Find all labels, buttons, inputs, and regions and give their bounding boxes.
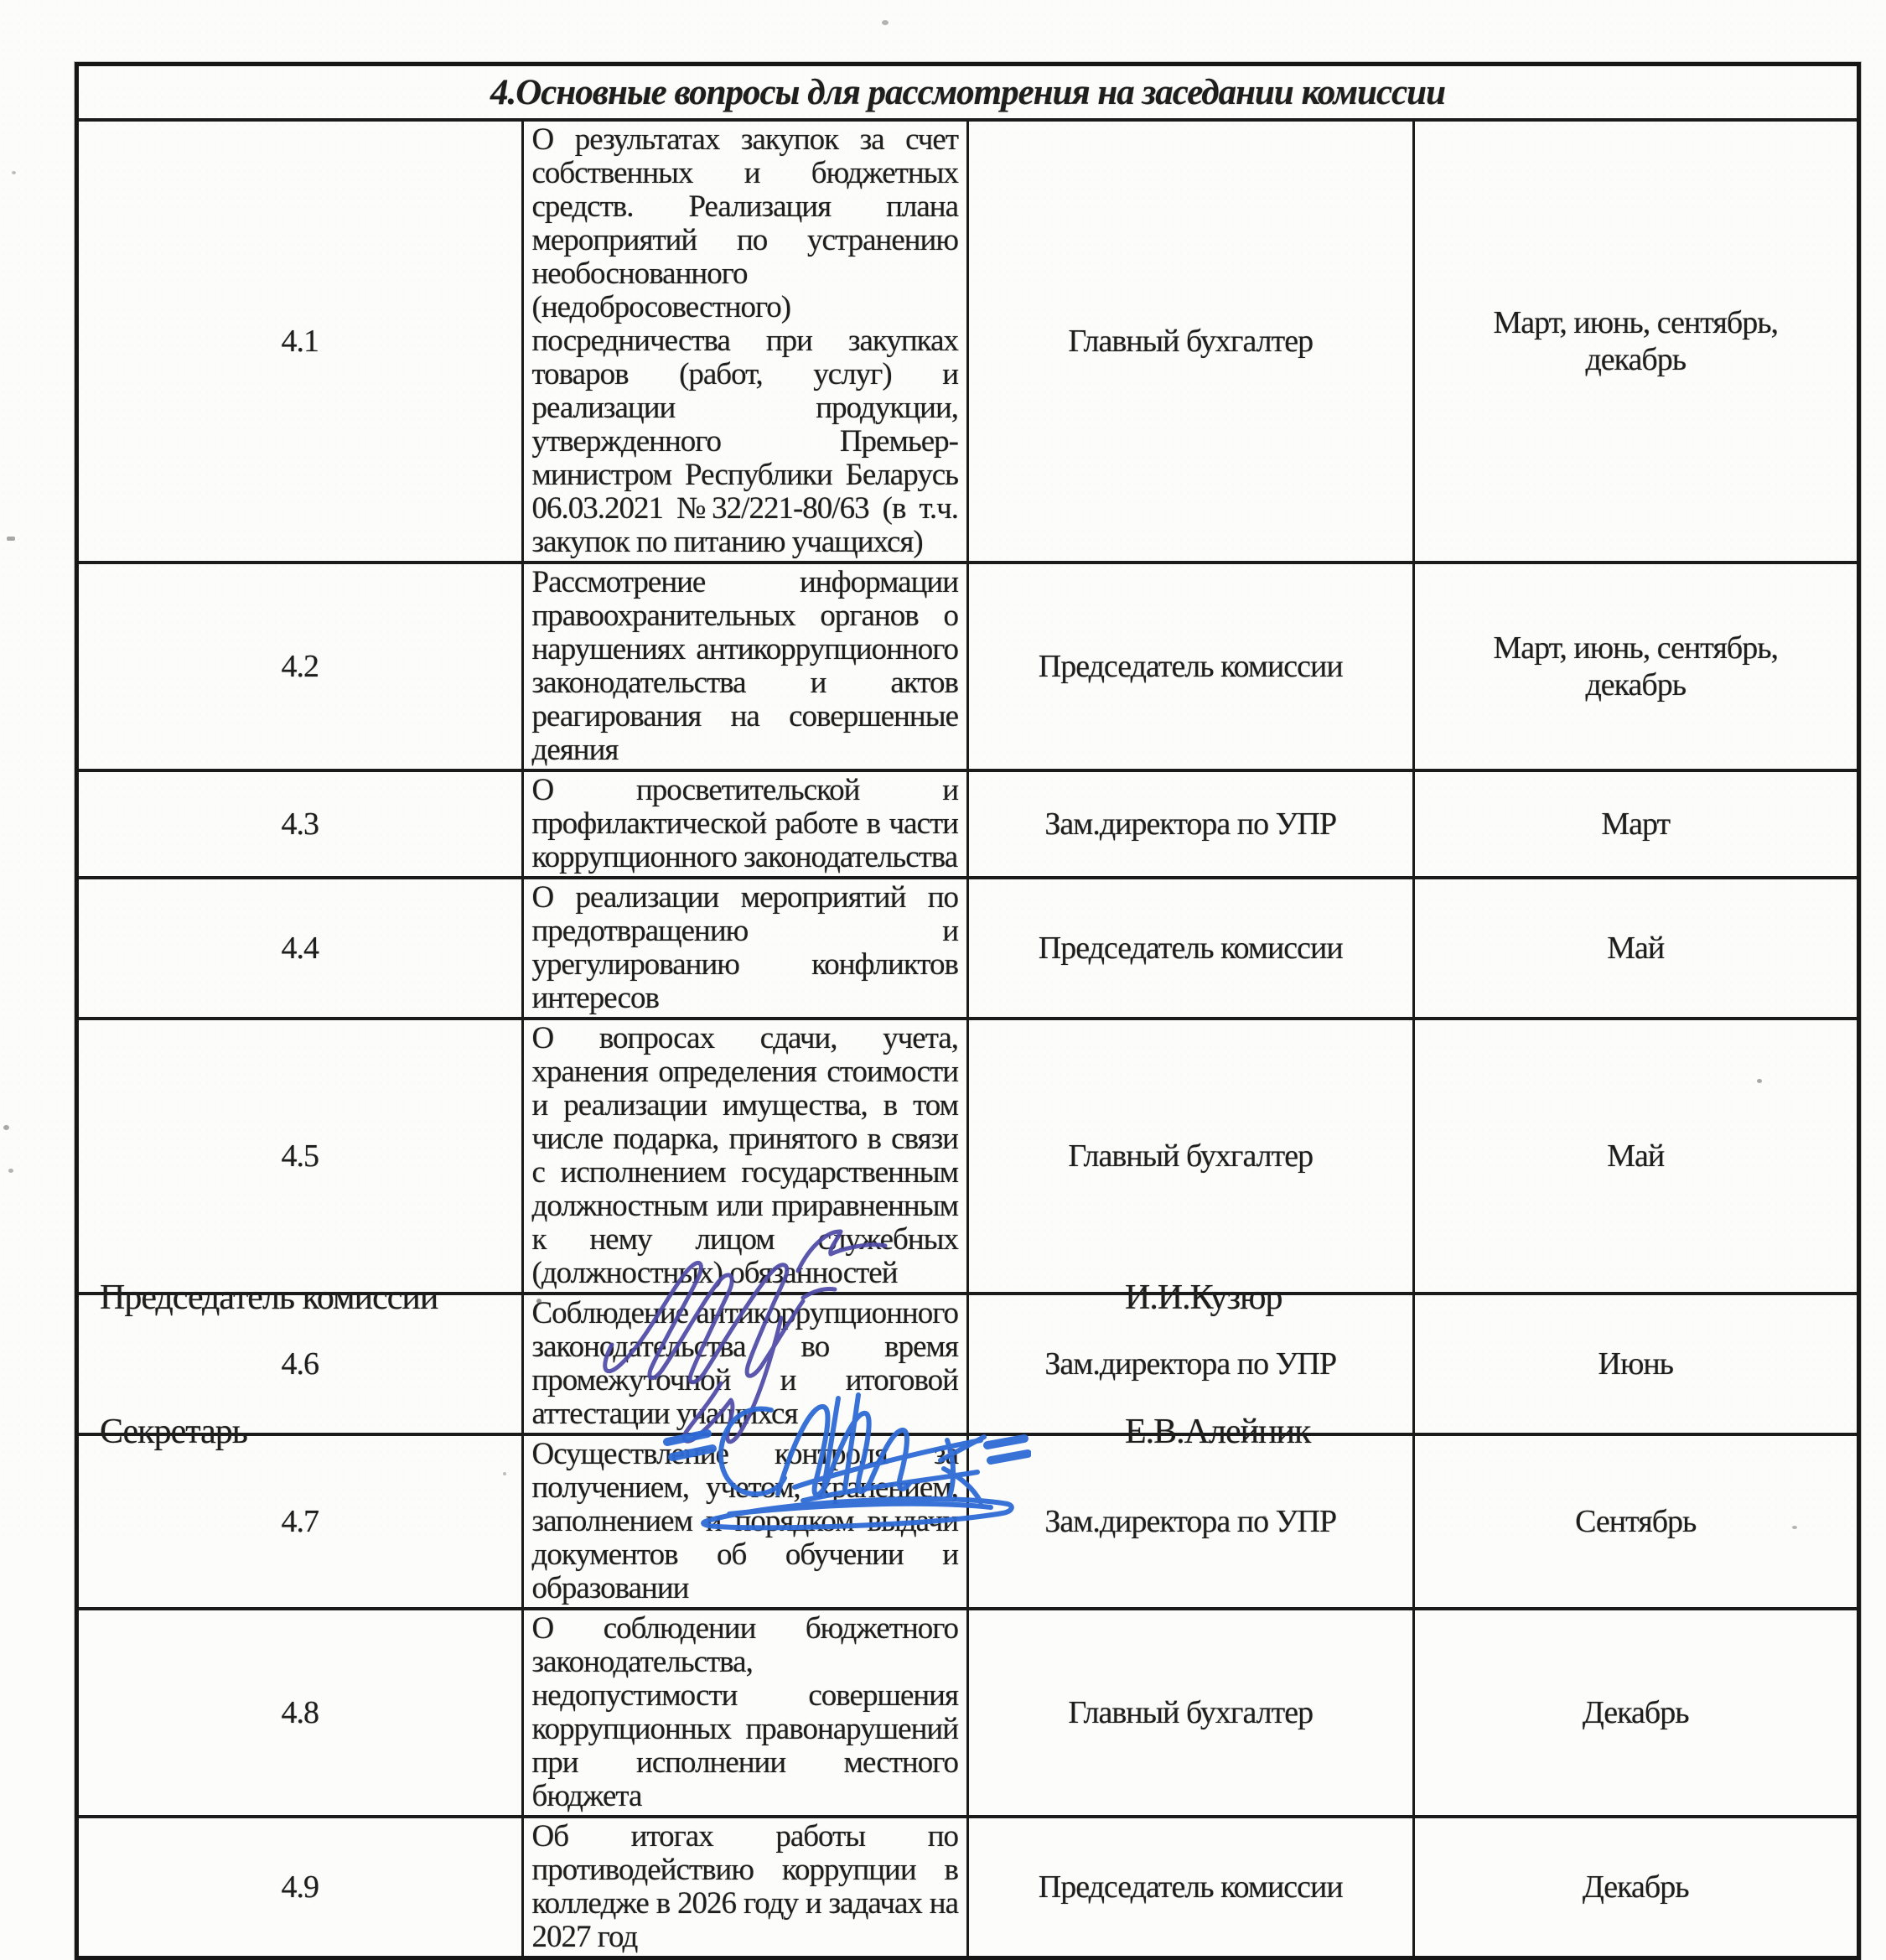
agenda-table: 4.Основные вопросы для рассмотрения на з… — [75, 62, 1861, 1960]
topic-cell: О результатах закупок за счет собственны… — [521, 118, 969, 564]
scan-speck — [1757, 1079, 1762, 1083]
chairman-signature-row: Председатель комиссии И.И.Кузюр — [0, 1278, 1886, 1328]
table-row: 4.3 О просветительской и профилактическо… — [75, 769, 1860, 879]
topic-cell: О просветительской и профилактической ра… — [521, 769, 969, 879]
section-title: 4.Основные вопросы для рассмотрения на з… — [75, 62, 1860, 122]
scan-speck — [3, 1125, 9, 1130]
topic-cell: О соблюдении бюджетного законодательства… — [521, 1607, 969, 1818]
scan-speck — [1262, 1516, 1267, 1520]
row-number-cell: 4.8 — [75, 1607, 524, 1818]
period-text: Май — [1607, 931, 1665, 966]
topic-cell: О реализации мероприятий по предотвращен… — [521, 876, 969, 1020]
row-number-cell: 4.5 — [75, 1017, 524, 1295]
period-text: Март, июнь, сентябрь, декабрь — [1493, 305, 1779, 377]
period-cell: Март — [1412, 769, 1860, 879]
table-row: 4.9 Об итогах работы по противодействию … — [75, 1815, 1860, 1960]
table-row: 4.4 О реализации мероприятий по предотвр… — [75, 876, 1860, 1020]
period-text: Март — [1601, 806, 1671, 842]
row-number-cell: 4.4 — [75, 876, 524, 1020]
period-cell: Май — [1412, 1017, 1860, 1295]
period-cell: Март, июнь, сентябрь, декабрь — [1412, 561, 1860, 772]
secretary-signature-row: Секретарь Е.В.Алейник — [0, 1412, 1886, 1462]
row-number-cell: 4.6 — [75, 1292, 524, 1436]
period-cell: Декабрь — [1412, 1607, 1860, 1818]
scan-speck — [882, 20, 889, 25]
topic-cell: Об итогах работы по противодействию корр… — [521, 1815, 969, 1960]
table-row: 4.2 Рассмотрение информации правоохранит… — [75, 561, 1860, 772]
responsible-cell: Председатель комиссии — [966, 1815, 1415, 1960]
scan-speck — [7, 537, 15, 541]
table-row: 4.8 О соблюдении бюджетного законодатель… — [75, 1607, 1860, 1818]
scan-speck — [8, 1169, 13, 1173]
responsible-cell: Главный бухгалтер — [966, 1607, 1415, 1818]
topic-cell: Рассмотрение информации правоохранительн… — [521, 561, 969, 772]
responsible-cell: Главный бухгалтер — [966, 1017, 1415, 1295]
scan-speck — [1792, 1526, 1797, 1529]
period-text: Май — [1607, 1138, 1665, 1174]
row-number-cell: 4.1 — [75, 118, 524, 564]
period-cell: Март, июнь, сентябрь, декабрь — [1412, 118, 1860, 564]
scan-speck — [503, 1472, 506, 1475]
scan-speck — [12, 171, 16, 174]
table-title-row: 4.Основные вопросы для рассмотрения на з… — [75, 62, 1860, 122]
responsible-cell: Председатель комиссии — [966, 876, 1415, 1020]
row-number-cell: 4.9 — [75, 1815, 524, 1960]
period-cell: Июнь — [1412, 1292, 1860, 1436]
responsible-cell: Главный бухгалтер — [966, 118, 1415, 564]
table-row: 4.5 О вопросах сдачи, учета, хранения оп… — [75, 1017, 1860, 1295]
period-text: Декабрь — [1582, 1869, 1690, 1905]
period-cell: Декабрь — [1412, 1815, 1860, 1960]
scan-speck — [536, 1299, 541, 1304]
secretary-name: Е.В.Алейник — [1125, 1413, 1311, 1451]
chairman-name: И.И.Кузюр — [1125, 1278, 1282, 1317]
topic-cell: О вопросах сдачи, учета, хранения опреде… — [521, 1017, 969, 1295]
period-text: Сентябрь — [1575, 1504, 1697, 1539]
chairman-role-label: Председатель комиссии — [100, 1278, 438, 1317]
table-row: 4.1 О результатах закупок за счет собств… — [75, 118, 1860, 564]
row-number-cell: 4.2 — [75, 561, 524, 772]
section-title-text: 4.Основные вопросы для рассмотрения на з… — [490, 72, 1446, 112]
responsible-cell: Зам.директора по УПР — [966, 1292, 1415, 1436]
period-text: Декабрь — [1582, 1695, 1690, 1730]
period-text: Июнь — [1598, 1346, 1674, 1382]
period-text: Март, июнь, сентябрь, декабрь — [1493, 630, 1779, 703]
row-number-cell: 4.3 — [75, 769, 524, 879]
period-cell: Май — [1412, 876, 1860, 1020]
responsible-cell: Зам.директора по УПР — [966, 769, 1415, 879]
responsible-cell: Председатель комиссии — [966, 561, 1415, 772]
secretary-role-label: Секретарь — [100, 1413, 248, 1451]
